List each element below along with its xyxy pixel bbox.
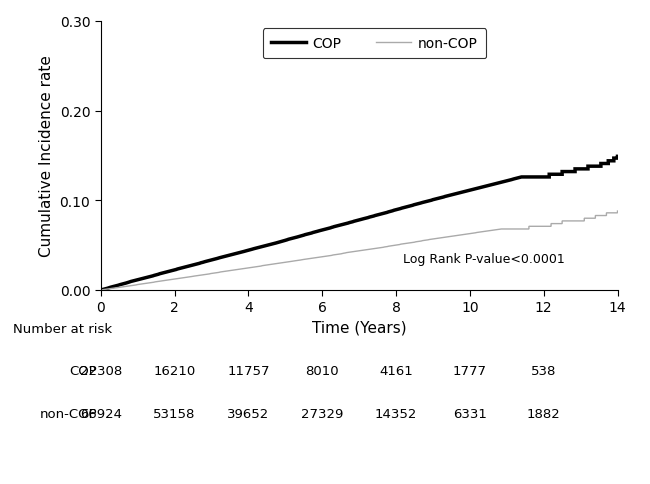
Text: 1882: 1882 bbox=[526, 408, 560, 420]
Text: 538: 538 bbox=[531, 364, 556, 377]
Y-axis label: Cumulative Incidence rate: Cumulative Incidence rate bbox=[39, 55, 54, 257]
Text: 66924: 66924 bbox=[80, 408, 122, 420]
COP bbox=[177, 266, 185, 272]
Text: 22308: 22308 bbox=[79, 364, 122, 377]
X-axis label: Time (Years): Time (Years) bbox=[312, 320, 406, 335]
Text: Log Rank P-value<0.0001: Log Rank P-value<0.0001 bbox=[404, 252, 565, 265]
Line: non-COP: non-COP bbox=[101, 212, 618, 290]
Text: 1777: 1777 bbox=[453, 364, 487, 377]
Text: 53158: 53158 bbox=[153, 408, 196, 420]
Text: 8010: 8010 bbox=[306, 364, 339, 377]
Text: Number at risk: Number at risk bbox=[13, 322, 112, 335]
Text: 11757: 11757 bbox=[227, 364, 270, 377]
Text: 27329: 27329 bbox=[301, 408, 343, 420]
Text: COP: COP bbox=[70, 364, 98, 377]
Text: 16210: 16210 bbox=[153, 364, 196, 377]
COP bbox=[486, 182, 494, 188]
Text: non-COP: non-COP bbox=[40, 408, 98, 420]
Legend: COP, non-COP: COP, non-COP bbox=[263, 29, 486, 60]
non-COP bbox=[402, 241, 410, 247]
COP bbox=[578, 166, 586, 172]
COP bbox=[361, 216, 369, 222]
non-COP bbox=[452, 233, 460, 239]
non-COP bbox=[159, 278, 167, 284]
Text: 6331: 6331 bbox=[453, 408, 487, 420]
Text: 39652: 39652 bbox=[227, 408, 270, 420]
non-COP bbox=[321, 254, 329, 260]
COP bbox=[505, 178, 513, 184]
Line: COP: COP bbox=[101, 157, 618, 290]
Text: 4161: 4161 bbox=[379, 364, 413, 377]
non-COP bbox=[614, 209, 621, 214]
non-COP bbox=[408, 240, 415, 246]
COP bbox=[614, 154, 621, 160]
COP bbox=[417, 201, 424, 207]
COP bbox=[97, 287, 105, 293]
non-COP bbox=[97, 287, 105, 293]
Text: 14352: 14352 bbox=[375, 408, 417, 420]
non-COP bbox=[477, 229, 485, 235]
